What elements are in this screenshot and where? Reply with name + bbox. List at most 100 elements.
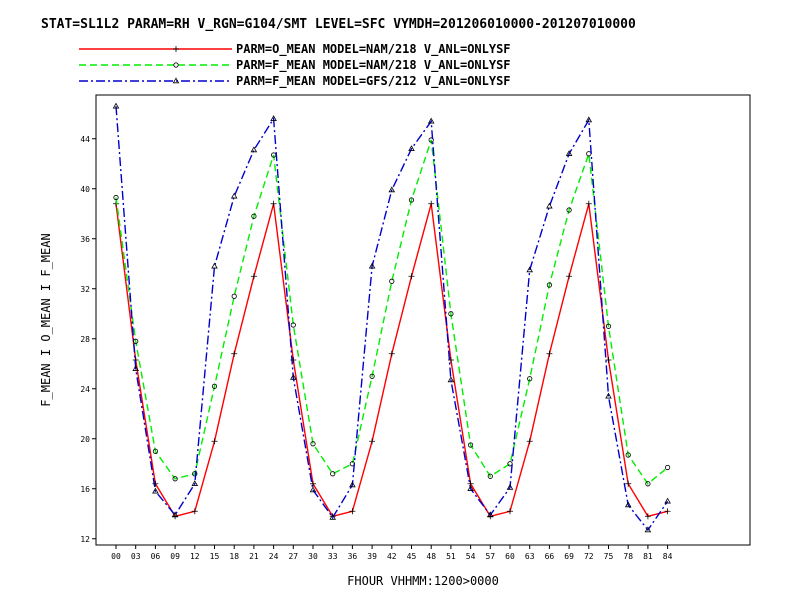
series-layer: [112, 102, 671, 533]
x-tick-label: 51: [446, 552, 456, 561]
series-1-point: [310, 480, 316, 487]
x-tick-label: 81: [643, 552, 653, 561]
series-2-point: [192, 471, 198, 477]
x-tick-label: 33: [328, 552, 338, 561]
series-1-point: [388, 350, 395, 357]
x-tick-label: 39: [367, 552, 377, 561]
series-3-point: [388, 186, 396, 193]
series-2-point: [290, 322, 296, 328]
series-1-point: [250, 273, 257, 280]
x-tick-label: 36: [348, 552, 358, 561]
series-2-point: [133, 338, 139, 344]
x-tick-label: 60: [505, 552, 515, 561]
series-1-point: [369, 438, 376, 445]
series-2-point: [330, 471, 336, 477]
series-1-point: [566, 273, 573, 280]
legend-label-2: PARM=F_MEAN MODEL=NAM/218 V_ANL=ONLYSF: [236, 58, 511, 73]
series-2-point: [664, 464, 671, 471]
series-3-point: [546, 202, 553, 209]
series-3-point: [565, 150, 573, 156]
series-1-point: [507, 508, 513, 515]
series-3-point: [467, 485, 474, 491]
series-line-3: [115, 106, 669, 532]
x-axis-title: FHOUR VHHMM:1200>0000: [347, 574, 499, 588]
legend-marker-1: [173, 46, 179, 52]
series-2-point: [369, 373, 375, 379]
x-tick-label: 15: [210, 552, 220, 561]
legend: PARM=O_MEAN MODEL=NAM/218 V_ANL=ONLYSFPA…: [79, 42, 511, 89]
series-2-point: [172, 476, 178, 482]
x-tick-label: 48: [426, 552, 436, 561]
y-tick-label: 16: [80, 485, 90, 494]
series-2-point: [310, 441, 316, 447]
series-2-point: [546, 282, 553, 288]
y-tick-label: 40: [80, 185, 90, 194]
series-2-point: [507, 461, 513, 467]
x-tick-label: 72: [584, 552, 594, 561]
y-tick-label: 44: [80, 135, 90, 144]
x-tick-label: 12: [190, 552, 200, 561]
series-3-point: [152, 487, 159, 494]
series-1-point: [585, 200, 592, 207]
series-2-point: [487, 473, 493, 479]
series-3-point: [270, 115, 277, 121]
series-3-point: [664, 497, 671, 504]
series-1-point: [211, 438, 218, 445]
x-tick-label: 00: [111, 552, 121, 561]
x-tick-label: 66: [545, 552, 555, 561]
series-3-point: [427, 117, 435, 124]
x-tick-label: 09: [170, 552, 180, 561]
series-3-point: [329, 513, 336, 520]
series-2-point: [586, 151, 592, 157]
series-3-point: [132, 365, 139, 371]
series-3-point: [191, 480, 199, 486]
series-3-point: [506, 483, 514, 490]
series-1-point: [526, 438, 533, 445]
legend-label-1: PARM=O_MEAN MODEL=NAM/218 V_ANL=ONLYSF: [236, 42, 511, 57]
series-line-1: [115, 203, 668, 518]
series-2-point: [251, 213, 257, 219]
series-3-point: [112, 102, 120, 109]
x-tick-label: 18: [229, 552, 239, 561]
series-3-point: [605, 392, 612, 399]
series-3-point: [309, 486, 317, 493]
series-2-point: [408, 197, 415, 203]
series-3-point: [408, 145, 415, 151]
series-1-point: [644, 513, 651, 520]
series-2-point: [605, 323, 612, 329]
x-tick-label: 21: [249, 552, 259, 561]
x-tick-label: 03: [131, 552, 141, 561]
y-tick-label: 20: [80, 435, 90, 444]
legend-marker-3: [172, 77, 180, 84]
x-tick-label: 42: [387, 552, 397, 561]
y-tick-label: 36: [80, 235, 90, 244]
series-3-point: [487, 511, 494, 518]
y-tick-label: 28: [80, 335, 90, 344]
series-1-point: [546, 350, 553, 357]
series-2-point: [467, 442, 474, 448]
x-tick-label: 54: [466, 552, 476, 561]
y-tick-label: 12: [80, 535, 90, 544]
x-tick-label: 75: [604, 552, 614, 561]
series-2-point: [211, 383, 218, 389]
x-tick-label: 06: [151, 552, 161, 561]
series-1-point: [664, 508, 671, 515]
legend-marker-2: [173, 62, 179, 68]
series-1-point: [625, 480, 632, 487]
y-tick-label: 24: [80, 385, 90, 394]
series-3-point: [230, 192, 238, 199]
series-1-point: [231, 350, 238, 357]
series-1-point: [270, 200, 277, 207]
x-tick-label: 57: [485, 552, 495, 561]
series-3-point: [250, 146, 258, 153]
series-1-point: [408, 273, 415, 280]
series-1-point: [152, 480, 159, 487]
y-tick-label: 32: [80, 285, 90, 294]
y-axis: 12 16 20 24 28 32 36 40 44: [80, 135, 96, 544]
series-1-point: [349, 508, 356, 515]
x-tick-label: 45: [407, 552, 417, 561]
series-1-point: [428, 200, 435, 207]
chart-title: STAT=SL1L2 PARAM=RH V_RGN=G104/SMT LEVEL…: [41, 17, 636, 32]
series-2-point: [527, 376, 533, 382]
